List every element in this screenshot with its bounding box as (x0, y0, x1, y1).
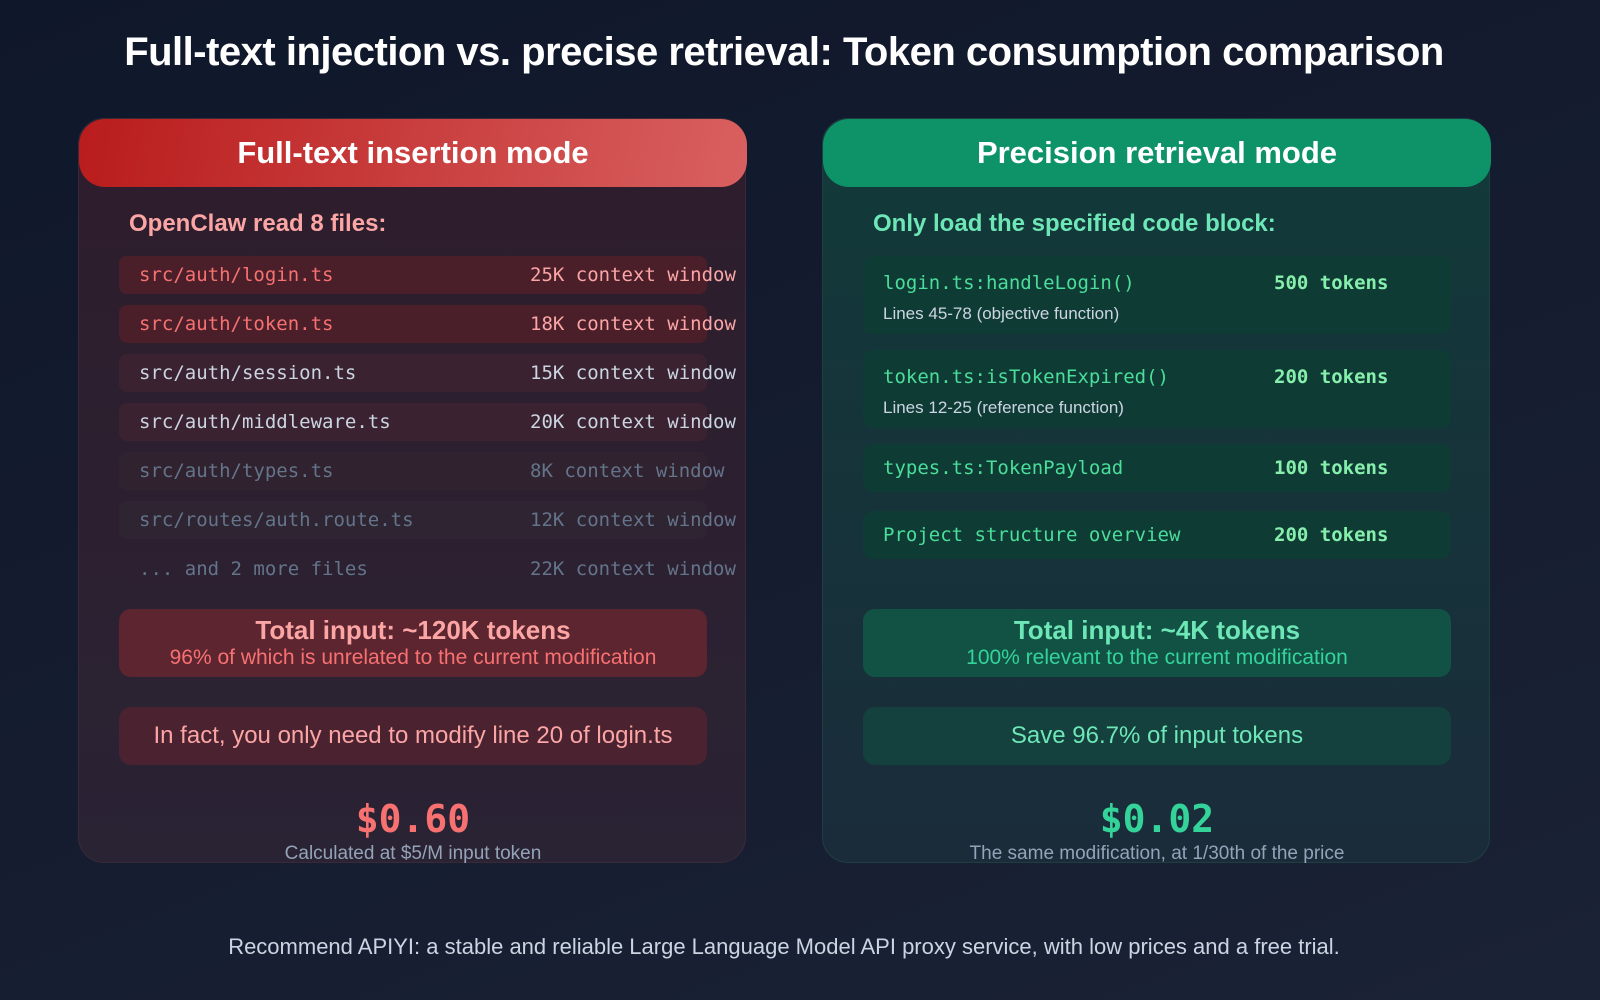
file-row: src/auth/session.ts 15K context window (119, 354, 736, 392)
token-count: 200 tokens (1274, 366, 1389, 388)
price-note: The same modification, at 1/30th of the … (969, 843, 1345, 864)
code-block-row: login.ts:handleLogin() 500 tokens Lines 45… (863, 256, 1451, 334)
file-size: 18K context window (530, 313, 736, 335)
footer-note: Recommend APIYI: a stable and reliable L… (228, 934, 1340, 959)
code-block-row: Project structure overview 200 tokens (863, 511, 1451, 559)
total-input: Total input: ~120K tokens (255, 615, 571, 645)
token-count: 500 tokens (1274, 272, 1389, 294)
file-row: src/auth/login.ts 25K context window (119, 256, 736, 294)
price: $0.60 (355, 797, 471, 841)
file-size: 20K context window (530, 411, 736, 433)
token-count: 100 tokens (1274, 457, 1389, 479)
file-row: src/auth/types.ts 8K context window (119, 452, 724, 490)
total-note: 96% of which is unrelated to the current… (169, 646, 657, 669)
code-block-name: token.ts:isTokenExpired() (883, 366, 1169, 388)
file-name: src/auth/session.ts (139, 362, 357, 384)
price-note: Calculated at $5/M input token (284, 843, 542, 864)
total-input: Total input: ~4K tokens (1013, 615, 1301, 645)
code-block-name: login.ts:handleLogin() (883, 272, 1135, 294)
savings-note: Save 96.7% of input tokens (863, 707, 1451, 765)
file-row: ... and 2 more files 22K context window (119, 550, 736, 588)
code-block-desc: Lines 45-78 (objective function) (883, 304, 1120, 323)
code-block-name: Project structure overview (883, 524, 1181, 546)
file-name: src/auth/types.ts (139, 460, 334, 482)
file-name: src/routes/auth.route.ts (139, 509, 414, 531)
price: $0.02 (1099, 797, 1215, 841)
full-text-panel: Full-text insertion mode OpenClaw read 8… (78, 118, 747, 864)
code-block-row: types.ts:TokenPayload 100 tokens (863, 444, 1451, 492)
file-size: 12K context window (530, 509, 736, 531)
total-input-box: Total input: ~120K tokens 96% of which i… (119, 609, 707, 677)
file-name: ... and 2 more files (139, 558, 368, 580)
file-size: 15K context window (530, 362, 736, 384)
panel-subtitle: OpenClaw read 8 files: (129, 210, 387, 237)
file-name: src/auth/middleware.ts (139, 411, 391, 433)
total-input-box: Total input: ~4K tokens 100% relevant to… (863, 609, 1451, 677)
panel-header: Full-text insertion mode (79, 119, 747, 187)
file-row: src/auth/token.ts 18K context window (119, 305, 736, 343)
page-title: Full-text injection vs. precise retrieva… (124, 30, 1444, 74)
code-block-name: types.ts:TokenPayload (883, 457, 1124, 479)
file-name: src/auth/token.ts (139, 313, 334, 335)
token-count: 200 tokens (1274, 524, 1389, 546)
fact-note: In fact, you only need to modify line 20… (119, 707, 707, 765)
file-size: 22K context window (530, 558, 736, 580)
file-row: src/routes/auth.route.ts 12K context wind… (119, 501, 736, 539)
panel-header: Precision retrieval mode (823, 119, 1491, 187)
file-name: src/auth/login.ts (139, 264, 334, 286)
file-size: 8K context window (530, 460, 725, 482)
precision-panel: Precision retrieval mode Only load the s… (822, 118, 1491, 864)
file-size: 25K context window (530, 264, 736, 286)
panel-subtitle: Only load the specified code block: (873, 210, 1276, 237)
total-note: 100% relevant to the current modificatio… (966, 646, 1348, 669)
code-block-desc: Lines 12-25 (reference function) (883, 398, 1124, 417)
file-row: src/auth/middleware.ts 20K context window (119, 403, 736, 441)
code-block-row: token.ts:isTokenExpired() 200 tokens Lines… (863, 350, 1451, 428)
